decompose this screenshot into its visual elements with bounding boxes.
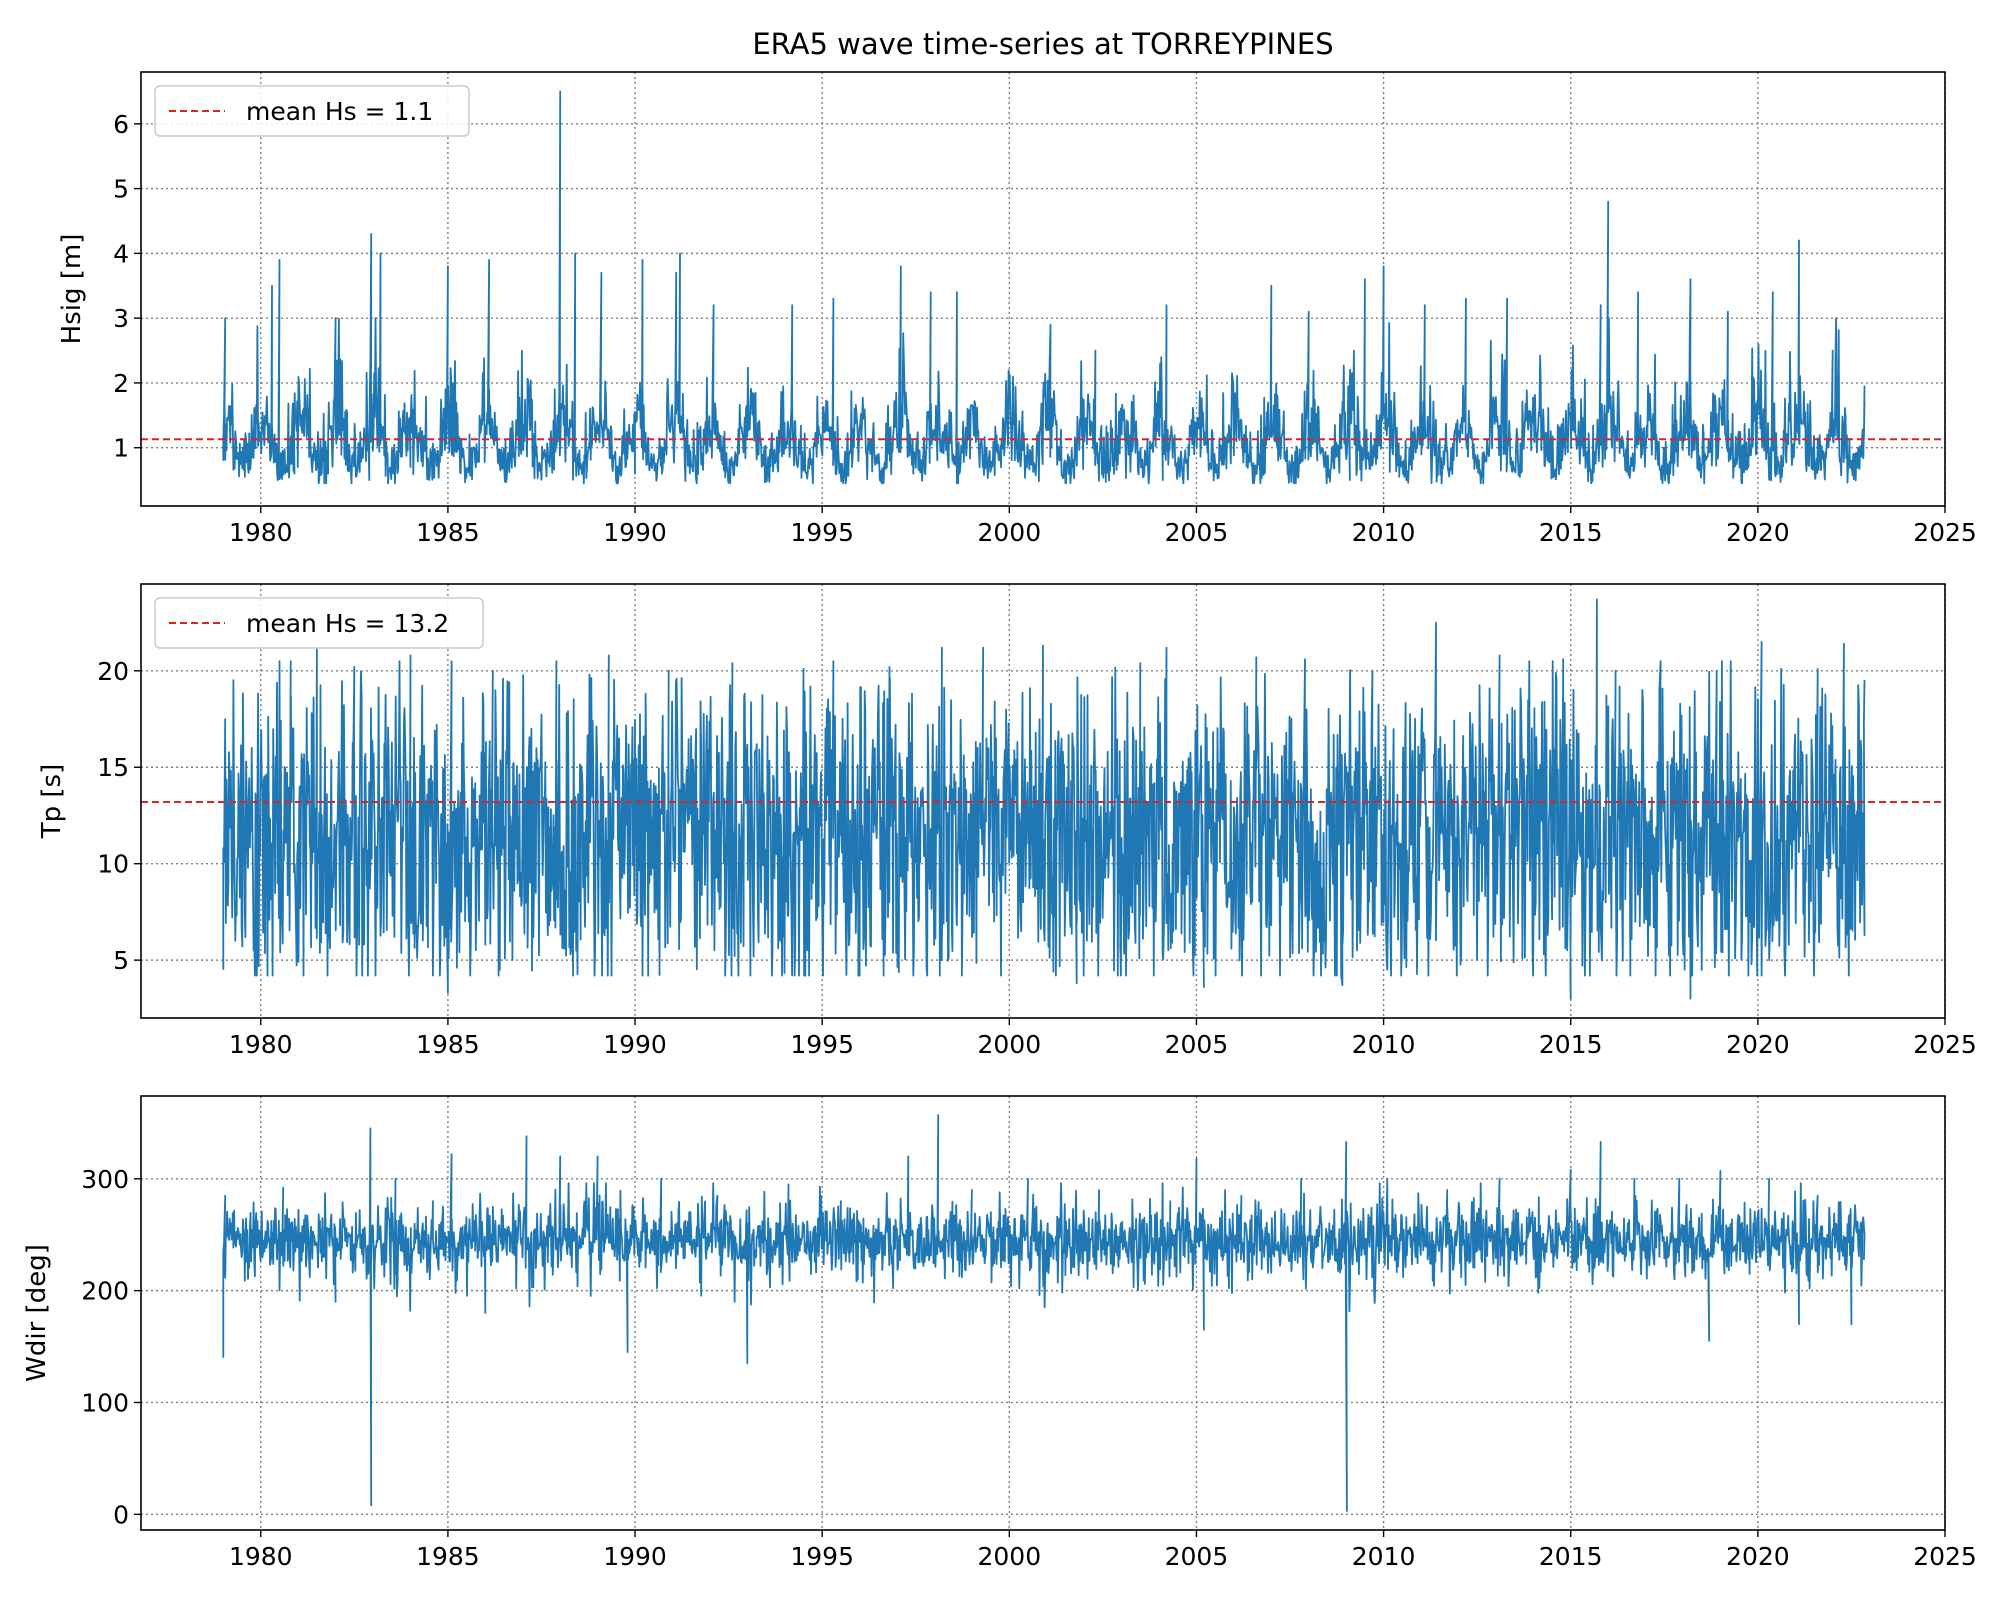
- y-tick-label: 4: [113, 239, 129, 268]
- x-tick-label: 2015: [1539, 1542, 1603, 1571]
- y-tick-label: 5: [113, 946, 129, 975]
- y-tick-label: 200: [81, 1277, 129, 1306]
- legend-box: [154, 85, 470, 137]
- y-tick-label: 1: [113, 434, 129, 463]
- legend: mean Hs = 13.2: [154, 597, 484, 649]
- axes-frame: [140, 71, 1946, 507]
- x-tick-label: 2020: [1726, 1030, 1790, 1059]
- x-tick-label: 2005: [1165, 1030, 1229, 1059]
- legend: mean Hs = 1.1: [154, 85, 470, 137]
- x-tick-label: 2005: [1165, 518, 1229, 547]
- x-tick-label: 2010: [1352, 518, 1416, 547]
- x-tick-label: 2020: [1726, 518, 1790, 547]
- x-tick-label: 2025: [1913, 1030, 1977, 1059]
- x-tick-label: 2000: [978, 1542, 1042, 1571]
- x-tick-label: 1990: [603, 1030, 667, 1059]
- x-tick-label: 2000: [978, 1030, 1042, 1059]
- legend-box: [154, 597, 484, 649]
- chart-panel-1: 1980 1985 1990 1995 2000 2005 2010 2015 2020 2025…: [57, 71, 1977, 547]
- legend-label: mean Hs = 13.2: [246, 609, 449, 638]
- x-tick-label: 1990: [603, 1542, 667, 1571]
- x-tick-label: 2015: [1539, 1030, 1603, 1059]
- y-tick-label: 100: [81, 1388, 129, 1417]
- y-axis-label: Tp [s]: [37, 764, 67, 839]
- series-line: [222, 1114, 1866, 1512]
- x-tick-label: 2025: [1913, 518, 1977, 547]
- x-tick-label: 1995: [790, 518, 854, 547]
- chart-panel-3: 1980 1985 1990 1995 2000 2005 2010 2015 2020 2025…: [22, 1095, 1977, 1571]
- y-tick-label: 6: [113, 110, 129, 139]
- chart-panel-2: 1980 1985 1990 1995 2000 2005 2010 2015 2020 2025…: [37, 583, 1977, 1059]
- x-tick-label: 1995: [790, 1542, 854, 1571]
- x-tick-label: 2015: [1539, 518, 1603, 547]
- axes-frame: [140, 1095, 1946, 1531]
- legend-label: mean Hs = 1.1: [246, 97, 433, 126]
- figure-title: ERA5 wave time-series at TORREYPINES: [752, 27, 1333, 61]
- y-tick-label: 10: [97, 850, 129, 879]
- series-line: [222, 598, 1866, 1000]
- y-axis-label: Wdir [deg]: [22, 1244, 52, 1382]
- x-tick-label: 1980: [229, 1030, 293, 1059]
- x-tick-label: 1990: [603, 518, 667, 547]
- x-tick-label: 2010: [1352, 1030, 1416, 1059]
- y-axis-label: Hsig [m]: [57, 234, 87, 345]
- y-tick-label: 300: [81, 1165, 129, 1194]
- y-tick-label: 2: [113, 369, 129, 398]
- y-tick-label: 20: [97, 657, 129, 686]
- y-tick-label: 3: [113, 304, 129, 333]
- x-tick-label: 1980: [229, 1542, 293, 1571]
- x-tick-label: 1985: [416, 518, 480, 547]
- x-tick-label: 2025: [1913, 1542, 1977, 1571]
- x-tick-label: 1980: [229, 518, 293, 547]
- x-tick-label: 1985: [416, 1542, 480, 1571]
- y-tick-label: 0: [113, 1500, 129, 1529]
- y-tick-label: 15: [97, 753, 129, 782]
- axes-frame: [140, 583, 1946, 1019]
- grid-lines: [141, 1096, 1946, 1530]
- x-tick-label: 2010: [1352, 1542, 1416, 1571]
- x-tick-label: 2020: [1726, 1542, 1790, 1571]
- y-tick-label: 5: [113, 175, 129, 204]
- x-tick-label: 1985: [416, 1030, 480, 1059]
- x-tick-label: 2000: [978, 518, 1042, 547]
- x-tick-label: 2005: [1165, 1542, 1229, 1571]
- series-line: [222, 90, 1866, 485]
- x-tick-label: 1995: [790, 1030, 854, 1059]
